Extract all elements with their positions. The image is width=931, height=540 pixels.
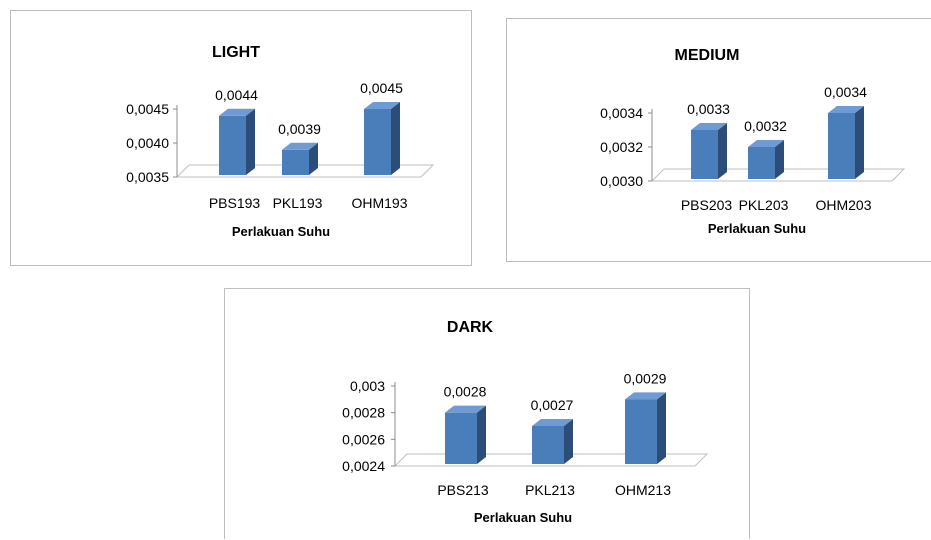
- y-tick-label: 0,0024: [342, 458, 385, 474]
- data-label: 0,0032: [744, 118, 787, 134]
- data-label: 0,0028: [444, 384, 487, 400]
- data-label: 0,0027: [531, 397, 574, 413]
- chart-medium: MEDIUM 0,0034 0,0032 0,0030 0,0033 PBS203 0,00…: [600, 47, 906, 236]
- x-tick-label: PKL213: [525, 482, 575, 498]
- x-tick-label: PBS193: [209, 195, 261, 211]
- y-tick-label: 0,0032: [600, 139, 643, 155]
- x-axis-title: Perlakuan Suhu: [474, 510, 572, 525]
- y-tick-label: 0,0035: [126, 169, 169, 185]
- data-label: 0,0039: [278, 121, 321, 137]
- y-tick-label: 0,003: [350, 378, 385, 394]
- x-axis-title: Perlakuan Suhu: [232, 224, 330, 239]
- bar-top: [828, 106, 864, 113]
- bar: [364, 109, 391, 175]
- chart-light: LIGHT 0,0045 0,0040 0,0035 0,0044 PBS193 0,003…: [126, 44, 435, 239]
- bar-top: [282, 142, 318, 150]
- x-tick-label: OHM213: [615, 482, 671, 498]
- x-tick-label: PBS213: [437, 482, 489, 498]
- chart-panel-medium: MEDIUM 0,0034 0,0032 0,0030 0,0033 PBS203 0,00…: [506, 18, 931, 262]
- bar: [282, 149, 309, 175]
- bar-side: [775, 140, 784, 179]
- data-label: 0,0034: [824, 84, 867, 100]
- bar-side: [477, 405, 486, 464]
- bar-top: [532, 419, 573, 426]
- bar: [219, 115, 246, 175]
- chart-panel-light: LIGHT 0,0045 0,0040 0,0035 0,0044 PBS193 0,003…: [10, 10, 472, 266]
- bar-side: [718, 123, 727, 179]
- y-tick-label: 0,0045: [126, 101, 169, 117]
- chart-panel-dark: DARK 0,003 0,0028 0,0026 0,0024 0,0028 PBS213 0…: [224, 288, 750, 539]
- bar: [828, 113, 855, 179]
- y-tick-label: 0,0034: [600, 105, 643, 121]
- x-axis-title: Perlakuan Suhu: [708, 221, 806, 236]
- x-tick-label: PKL203: [739, 197, 789, 213]
- chart-title: LIGHT: [212, 44, 260, 61]
- y-tick-label: 0,0028: [342, 405, 385, 421]
- bar: [532, 426, 564, 464]
- data-label: 0,0029: [624, 370, 667, 386]
- data-label: 0,0033: [687, 101, 730, 117]
- chart-dark: DARK 0,003 0,0028 0,0026 0,0024 0,0028 PBS213 0…: [342, 319, 709, 525]
- bar-top: [445, 405, 486, 413]
- bar: [445, 412, 477, 464]
- bar-top: [219, 108, 255, 116]
- x-tick-label: OHM193: [351, 195, 407, 211]
- bar-top: [625, 392, 666, 400]
- bar-top: [364, 102, 400, 109]
- bar-side: [657, 392, 666, 464]
- bar-side: [246, 108, 255, 175]
- bar: [625, 399, 657, 464]
- data-label: 0,0044: [215, 87, 258, 103]
- bar-side: [391, 102, 400, 175]
- x-tick-label: PKL193: [273, 195, 323, 211]
- bar-side: [309, 142, 318, 175]
- y-tick-label: 0,0040: [126, 135, 169, 151]
- bar: [691, 130, 718, 179]
- y-tick-label: 0,0030: [600, 173, 643, 189]
- x-tick-label: OHM203: [815, 197, 871, 213]
- bar: [748, 147, 775, 179]
- chart-title: DARK: [447, 319, 494, 336]
- data-label: 0,0045: [360, 80, 403, 96]
- y-tick-label: 0,0026: [342, 431, 385, 447]
- bar-top: [691, 123, 727, 130]
- bar-side: [855, 106, 864, 179]
- chart-title: MEDIUM: [675, 47, 740, 64]
- bar-side: [564, 419, 573, 464]
- bar-top: [748, 140, 784, 147]
- x-tick-label: PBS203: [681, 197, 733, 213]
